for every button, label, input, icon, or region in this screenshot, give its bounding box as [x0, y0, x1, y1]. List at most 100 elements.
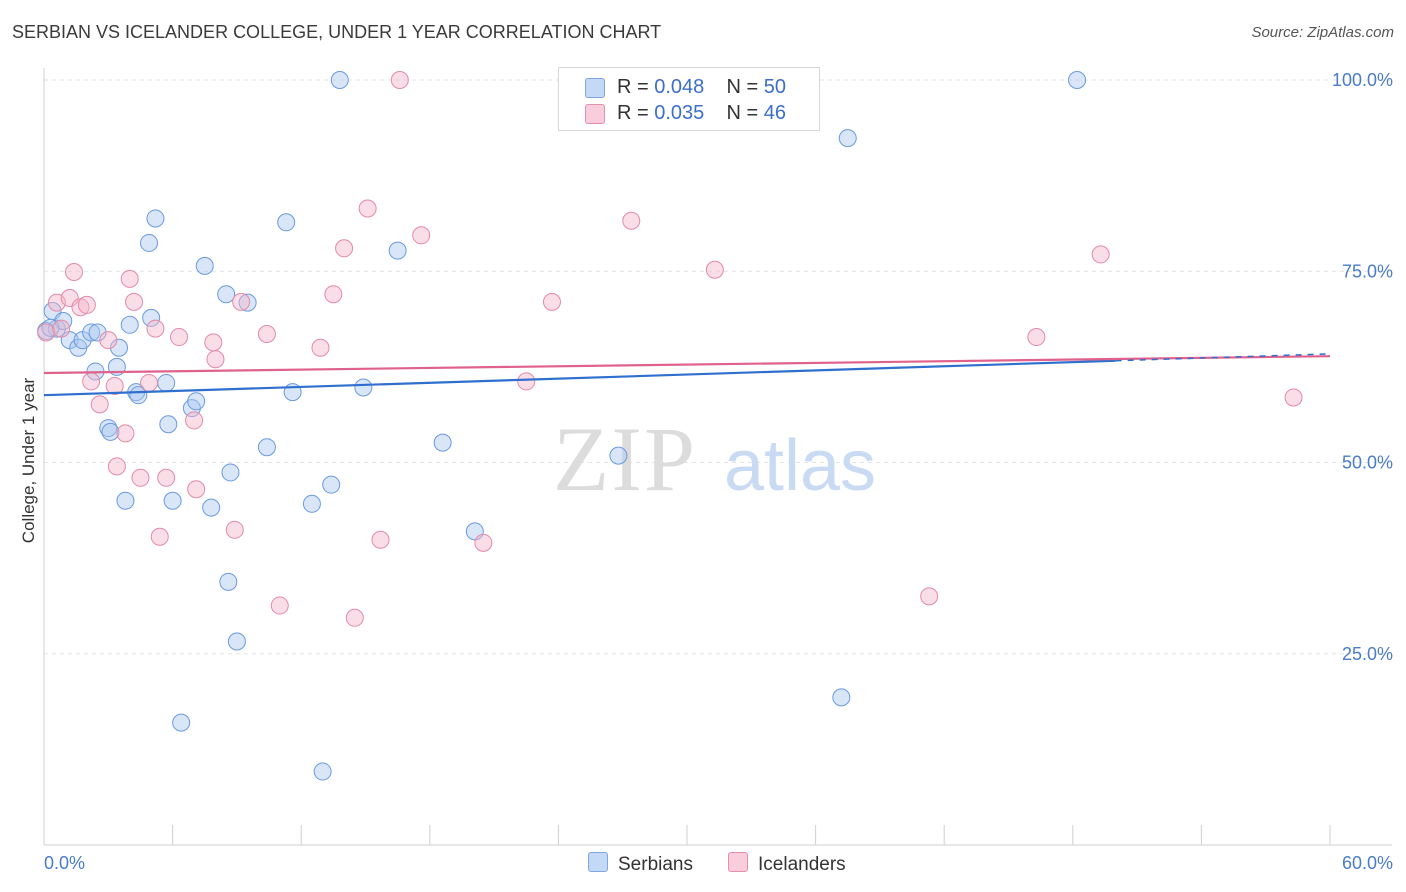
- point-serbians: [116, 491, 135, 510]
- trend-line-serbians: [43, 359, 1116, 397]
- trend-lines: [43, 353, 1331, 397]
- point-icelanders: [517, 372, 536, 391]
- point-icelanders: [105, 377, 124, 395]
- point-serbians: [609, 446, 628, 465]
- point-serbians: [302, 494, 321, 513]
- point-serbians: [142, 308, 161, 327]
- point-serbians: [388, 241, 407, 260]
- point-serbians: [217, 285, 236, 304]
- point-serbians: [82, 323, 101, 342]
- watermark-atlas: atlas: [724, 426, 876, 506]
- point-serbians: [832, 688, 851, 707]
- x-tick-label: 0.0%: [44, 853, 85, 873]
- trend-line-icelanders: [43, 355, 1331, 375]
- bottom-legend-label-serbians: Serbians: [618, 854, 693, 875]
- source-label: Source: ZipAtlas.com: [1251, 24, 1394, 41]
- legend-n-label: N =: [726, 76, 764, 98]
- point-icelanders: [345, 608, 364, 627]
- point-icelanders: [257, 324, 276, 343]
- point-serbians: [140, 233, 159, 252]
- point-serbians: [47, 319, 66, 338]
- point-icelanders: [324, 285, 343, 304]
- point-serbians: [330, 71, 349, 89]
- point-icelanders: [131, 468, 150, 487]
- y-axis-label: College, Under 1 year: [19, 377, 38, 543]
- point-icelanders: [311, 338, 330, 357]
- legend-swatch-serbians: [585, 78, 605, 98]
- point-serbians: [433, 433, 452, 452]
- axes: [43, 68, 1392, 846]
- point-icelanders: [225, 520, 244, 539]
- point-icelanders: [37, 323, 56, 342]
- point-icelanders: [90, 395, 109, 414]
- stats-legend: R = 0.048 N = 50 R = 0.035 N = 46: [558, 67, 820, 131]
- point-icelanders: [99, 331, 118, 350]
- legend-r-label: R =: [617, 102, 655, 124]
- y-tick-label: 100.0%: [1332, 70, 1393, 90]
- legend-n-value: 50: [763, 76, 787, 98]
- point-serbians: [277, 213, 296, 232]
- bottom-legend-serbians: Serbians: [588, 852, 693, 876]
- point-icelanders: [1284, 388, 1303, 407]
- point-serbians: [146, 209, 165, 228]
- legend-n-label: N =: [726, 102, 764, 124]
- point-icelanders: [358, 199, 377, 218]
- point-icelanders: [187, 480, 206, 499]
- point-icelanders: [371, 530, 390, 549]
- data-points: [37, 71, 1303, 781]
- x-tick-label: 60.0%: [1342, 853, 1393, 873]
- point-icelanders: [390, 71, 409, 89]
- point-icelanders: [125, 292, 144, 311]
- point-icelanders: [335, 239, 354, 258]
- point-serbians: [354, 378, 373, 397]
- point-icelanders: [77, 295, 96, 314]
- point-serbians: [110, 338, 129, 357]
- y-tick-label: 75.0%: [1342, 261, 1393, 281]
- point-icelanders: [146, 319, 165, 338]
- point-serbians: [238, 293, 257, 312]
- point-icelanders: [1027, 328, 1046, 347]
- y-tick-label: 25.0%: [1342, 644, 1393, 664]
- grid-lines: [44, 79, 1390, 655]
- point-icelanders: [542, 292, 561, 311]
- point-serbians: [172, 713, 191, 732]
- point-serbians: [202, 498, 221, 517]
- point-serbians: [187, 392, 206, 411]
- point-serbians: [88, 323, 107, 342]
- bottom-legend-swatch-serbians: [588, 852, 608, 872]
- point-icelanders: [157, 468, 176, 487]
- point-serbians: [257, 438, 276, 457]
- point-serbians: [120, 315, 139, 334]
- chart-title: SERBIAN VS ICELANDER COLLEGE, UNDER 1 YE…: [12, 22, 662, 42]
- legend-r-value: 0.035: [654, 102, 705, 124]
- point-icelanders: [170, 328, 189, 347]
- point-serbians: [101, 422, 120, 441]
- bottom-legend-label-icelanders: Icelanders: [758, 854, 846, 875]
- point-serbians: [195, 256, 214, 275]
- point-icelanders: [232, 292, 251, 311]
- point-serbians: [157, 373, 176, 392]
- point-serbians: [219, 572, 238, 591]
- bottom-legend-icelanders: Icelanders: [728, 852, 846, 876]
- legend-r-label: R =: [617, 76, 655, 98]
- point-icelanders: [920, 587, 939, 606]
- point-serbians: [221, 463, 240, 482]
- point-icelanders: [120, 269, 139, 288]
- point-serbians: [322, 475, 341, 494]
- point-icelanders: [185, 411, 204, 430]
- point-icelanders: [705, 260, 724, 279]
- point-serbians: [227, 632, 246, 651]
- legend-r-value: 0.048: [654, 76, 705, 98]
- point-icelanders: [52, 319, 71, 338]
- watermark-zip: ZIP: [553, 408, 697, 510]
- point-icelanders: [82, 372, 101, 391]
- legend-swatch-icelanders: [585, 104, 605, 124]
- point-icelanders: [140, 373, 159, 392]
- point-icelanders: [206, 350, 225, 369]
- point-serbians: [838, 129, 857, 148]
- point-serbians: [313, 762, 332, 781]
- y-tick-label: 50.0%: [1342, 453, 1393, 473]
- point-icelanders: [65, 263, 84, 282]
- point-icelanders: [474, 533, 493, 552]
